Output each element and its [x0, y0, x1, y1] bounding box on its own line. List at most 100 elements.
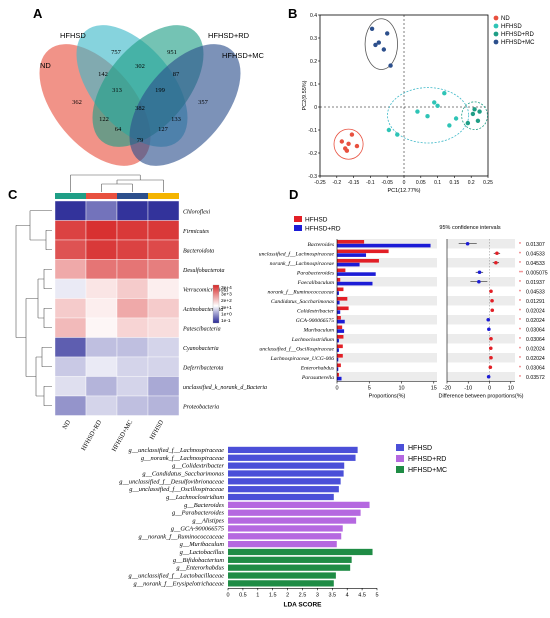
- pcoa-point: [395, 132, 400, 137]
- pcoa-point: [425, 114, 430, 119]
- pcoa-group-ellipse: [387, 87, 470, 144]
- stamp-bar-hfhsd: [337, 316, 341, 320]
- stamp-bar-hfhsd: [337, 297, 348, 301]
- stamp-bar-hfhsd: [337, 306, 349, 311]
- stamp-significance-star: *: [519, 280, 521, 286]
- heatmap-cell: [116, 278, 149, 299]
- pcoa-xtick-label: -0.1: [366, 180, 375, 186]
- stamp-significance-star: *: [519, 337, 521, 343]
- venn-count: 362: [72, 99, 82, 106]
- stamp-bar-hfhsd-rd: [337, 300, 340, 305]
- lefse-category-label: g__Bifidobacterium: [173, 557, 225, 564]
- pcoa-point: [447, 123, 452, 128]
- pcoa-xtick-label: -0.15: [348, 180, 360, 186]
- lefse-bar: [228, 478, 341, 485]
- stamp-category-label: Muribaculum: [303, 327, 334, 333]
- stamp-significance-star: *: [519, 327, 521, 333]
- heatmap-legend-label: 3e+3: [221, 292, 232, 298]
- lefse-xtick-label: 2: [286, 592, 289, 598]
- pcoa-ytick-label: 0.1: [310, 82, 317, 88]
- stamp-bar-hfhsd: [337, 354, 343, 358]
- heatmap-cell: [147, 395, 180, 416]
- heatmap-column-label: HFHSD+RD: [80, 419, 103, 452]
- stamp-category-label: Lachnospiraceae_UCG-006: [270, 356, 335, 362]
- stamp-diff-xtick-label: -10: [464, 386, 472, 392]
- stamp-diff-point: [495, 251, 499, 256]
- heatmap-column-colorbar: [148, 193, 179, 199]
- stamp-significance-star: *: [519, 375, 521, 381]
- venn-count: 313: [112, 87, 122, 94]
- lefse-bar: [228, 454, 356, 461]
- stamp-pvalue: 0.03064: [526, 337, 545, 343]
- heatmap-row-label: Patescibacteria: [182, 326, 221, 332]
- stamp-ci-title: 95% confidence intervals: [439, 225, 500, 231]
- venn-count: 79: [137, 137, 144, 144]
- heatmap-cell: [54, 259, 87, 280]
- stamp-row-band: [337, 258, 437, 268]
- heatmap-cell: [147, 200, 180, 221]
- stamp-pvalue: 0.03064: [526, 365, 545, 371]
- stamp-bar-hfhsd: [337, 325, 343, 330]
- heatmap-column-dendrogram: [70, 174, 164, 192]
- pcoa-ytick-label: 0.3: [310, 36, 317, 42]
- heatmap-cell: [54, 220, 87, 241]
- stamp-diff-point: [490, 308, 495, 313]
- stamp-xlabel: Proportions(%): [369, 394, 406, 400]
- heatmap-cell: [116, 259, 149, 280]
- pcoa-ytick-label: -0.2: [308, 151, 317, 157]
- stamp-bar-hfhsd: [337, 278, 341, 282]
- heatmap-column-colorbar: [117, 193, 148, 199]
- heatmap-cell: [85, 376, 118, 397]
- stamp-category-label: Parabacteroides: [296, 270, 334, 276]
- lefse-xtick-label: 2.5: [299, 592, 307, 598]
- stamp-bar-hfhsd-rd: [337, 262, 360, 267]
- lefse-legend-swatch: [396, 455, 404, 462]
- pcoa-ytick-label: -0.3: [308, 174, 317, 180]
- venn-ellipse-hfhsd-mc: [129, 44, 241, 166]
- stamp-bar-hfhsd: [337, 268, 346, 273]
- heatmap-row-label: Cyanobacteria: [183, 346, 219, 352]
- pcoa-xtick-label: -0.2: [332, 180, 341, 186]
- stamp-diff-point: [486, 374, 491, 379]
- stamp-category-label: unclassified_f__Lachnospiraceae: [259, 250, 335, 257]
- stamp-bar-hfhsd-rd: [337, 253, 367, 257]
- lefse-xtick-label: 3: [316, 592, 319, 598]
- pcoa-group-ellipse: [461, 101, 488, 131]
- pcoa-point: [442, 91, 447, 96]
- heatmap-row-label: Verrucomicrobiota: [183, 287, 228, 293]
- pcoa-point: [344, 148, 350, 153]
- lefse-bar: [228, 493, 334, 501]
- stamp-category-label: unclassified_f__Oscillospiraceae: [259, 345, 334, 352]
- heatmap-cell: [54, 337, 87, 358]
- stamp-bar-hfhsd-rd: [337, 329, 345, 333]
- lefse-category-label: g__norank_f__Erysipelotrichaceae: [133, 580, 224, 587]
- lefse-category-label: g__unclassified_f__Lachnospiraceae: [129, 447, 225, 454]
- stamp-diff-point: [489, 336, 493, 341]
- heatmap-cell: [85, 317, 118, 338]
- heatmap-cell: [54, 317, 87, 338]
- stamp-pvalue: 0.01937: [526, 280, 545, 286]
- lefse-chart: g__unclassified_f__Lachnospiraceae g__nor…: [119, 444, 447, 608]
- venn-count: 357: [198, 99, 209, 106]
- pcoa-xtick-label: 0.1: [434, 180, 441, 186]
- stamp-pvalue: 0.03572: [526, 375, 545, 381]
- pcoa-point: [435, 103, 440, 109]
- stamp-pvalue: 0.04533: [526, 261, 545, 267]
- lefse-bar: [228, 572, 336, 579]
- stamp-diff-xtick-label: -20: [443, 386, 451, 392]
- lefse-bar: [228, 446, 358, 454]
- heatmap-legend-label: 3e+4: [221, 285, 232, 291]
- heatmap-cell: [116, 356, 149, 377]
- stamp-category-label: Colidextribacter: [297, 308, 335, 314]
- heatmap-legend-label: 3e+1: [221, 305, 232, 311]
- stamp-diff-point: [489, 355, 493, 360]
- lefse-xtick-label: 5: [375, 592, 378, 598]
- stamp-diff-point: [477, 279, 481, 284]
- stamp-category-label: Bacteroides: [307, 242, 334, 248]
- heatmap-cell: [116, 298, 149, 319]
- lefse-xtick-label: 0: [226, 592, 229, 598]
- heatmap-cell: [116, 395, 149, 416]
- lefse-category-label: g__Muribaculum: [180, 541, 225, 548]
- heatmap-row-label: Actinobacteriota: [182, 307, 223, 313]
- pcoa-group-ellipse: [364, 18, 398, 70]
